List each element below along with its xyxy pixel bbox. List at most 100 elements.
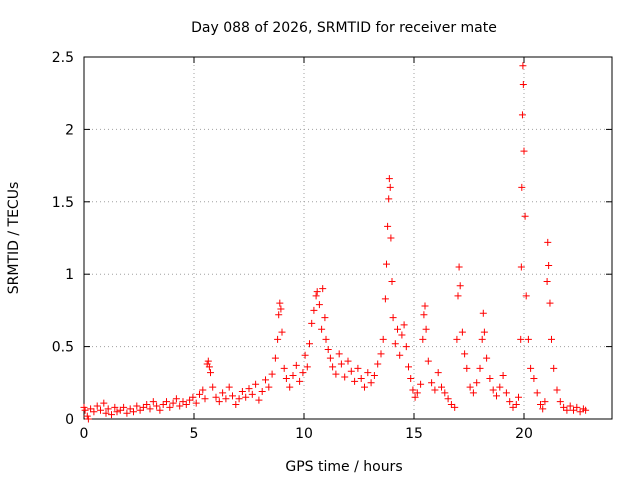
data-point bbox=[379, 335, 387, 343]
data-point bbox=[515, 393, 522, 401]
data-point bbox=[422, 325, 430, 333]
data-point bbox=[306, 340, 313, 348]
data-point bbox=[159, 401, 167, 409]
data-point bbox=[398, 331, 406, 339]
data-point bbox=[454, 292, 462, 300]
data-point bbox=[478, 335, 486, 343]
data-point bbox=[90, 408, 98, 416]
data-point bbox=[539, 405, 547, 413]
data-point bbox=[563, 406, 571, 414]
data-point bbox=[517, 263, 525, 271]
y-tick-label: 1.5 bbox=[52, 195, 74, 211]
data-point bbox=[388, 277, 396, 285]
data-point bbox=[405, 363, 412, 371]
data-point bbox=[386, 183, 394, 191]
data-point bbox=[438, 383, 445, 391]
data-point bbox=[411, 393, 419, 401]
data-point bbox=[176, 402, 184, 410]
data-point bbox=[189, 393, 197, 401]
data-point bbox=[326, 354, 334, 362]
data-point bbox=[111, 403, 119, 411]
data-point bbox=[461, 350, 469, 358]
data-point bbox=[163, 398, 170, 406]
data-point bbox=[186, 396, 194, 404]
data-point bbox=[192, 399, 200, 407]
data-point bbox=[394, 325, 401, 333]
data-point bbox=[276, 299, 284, 307]
data-point bbox=[258, 387, 266, 395]
data-point bbox=[133, 402, 141, 410]
data-point bbox=[199, 386, 207, 394]
data-point bbox=[456, 282, 464, 290]
data-point bbox=[139, 403, 147, 411]
data-point bbox=[458, 328, 466, 336]
data-point bbox=[84, 415, 92, 423]
axes: 0 5 10 15 20 0 0.5 1 1.5 2 2.5 bbox=[52, 50, 613, 442]
data-point bbox=[172, 395, 180, 403]
data-point bbox=[367, 379, 375, 387]
data-point bbox=[310, 306, 318, 314]
data-point bbox=[444, 395, 452, 403]
y-tick-label: 2.5 bbox=[52, 50, 74, 66]
data-point bbox=[391, 340, 399, 348]
x-tick-label: 0 bbox=[80, 426, 89, 442]
data-point bbox=[87, 405, 95, 413]
data-point bbox=[546, 299, 554, 307]
data-point bbox=[324, 345, 332, 353]
data-point bbox=[553, 386, 561, 394]
data-point bbox=[332, 370, 340, 378]
data-point bbox=[548, 335, 555, 343]
data-point bbox=[116, 406, 124, 414]
data-point bbox=[296, 377, 304, 385]
data-point bbox=[453, 335, 461, 343]
data-point bbox=[354, 364, 362, 372]
data-point bbox=[252, 380, 260, 388]
data-point bbox=[280, 364, 288, 372]
data-point bbox=[205, 363, 213, 371]
data-point bbox=[169, 399, 177, 407]
data-point bbox=[496, 383, 504, 391]
data-point bbox=[483, 354, 491, 362]
y-axis-label: SRMTID / TECUs bbox=[6, 182, 22, 295]
data-point bbox=[130, 408, 137, 416]
data-point bbox=[413, 389, 421, 397]
data-point bbox=[81, 406, 89, 414]
data-point bbox=[337, 360, 345, 368]
data-point bbox=[518, 111, 526, 119]
x-tick-label: 5 bbox=[190, 426, 199, 442]
data-point bbox=[479, 309, 487, 317]
data-point bbox=[582, 406, 590, 414]
data-point bbox=[156, 406, 164, 414]
data-point bbox=[385, 195, 393, 203]
data-point bbox=[312, 292, 320, 300]
y-tick-label: 1 bbox=[65, 267, 74, 283]
data-point bbox=[126, 405, 134, 413]
data-point bbox=[451, 403, 459, 411]
data-point bbox=[431, 386, 439, 394]
data-point bbox=[329, 363, 337, 371]
data-point bbox=[319, 285, 327, 293]
data-points bbox=[80, 62, 590, 423]
data-point bbox=[361, 383, 368, 391]
data-point bbox=[268, 370, 276, 378]
data-point bbox=[245, 385, 253, 393]
data-point bbox=[517, 335, 525, 343]
data-point bbox=[299, 369, 307, 377]
data-point bbox=[520, 147, 528, 155]
data-point bbox=[201, 395, 209, 403]
data-point bbox=[212, 393, 220, 401]
data-point bbox=[499, 372, 507, 380]
data-point bbox=[466, 383, 474, 391]
data-point bbox=[377, 350, 385, 358]
data-point bbox=[417, 380, 425, 388]
data-point bbox=[262, 376, 269, 384]
data-point bbox=[357, 374, 365, 382]
data-point bbox=[335, 350, 343, 358]
data-point bbox=[428, 379, 436, 387]
data-point bbox=[419, 335, 427, 343]
data-point bbox=[143, 401, 151, 409]
data-point bbox=[566, 402, 574, 410]
data-point bbox=[153, 402, 161, 410]
data-point bbox=[480, 328, 488, 336]
